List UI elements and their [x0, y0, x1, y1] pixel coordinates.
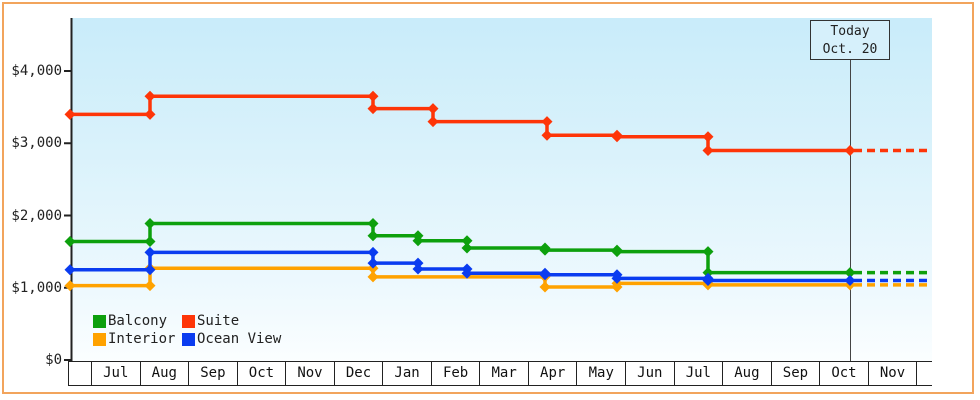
series-marker-ocean-view — [144, 264, 156, 276]
legend-swatch-balcony — [93, 314, 106, 328]
legend-item-suite: Suite — [182, 313, 239, 329]
legend-label-ocean-view: Ocean View — [197, 331, 282, 347]
month-cell-apr-9: Apr — [527, 362, 577, 385]
series-marker-balcony — [702, 267, 714, 279]
today-marker-box: Today Oct. 20 — [810, 20, 890, 60]
month-cell-nov-4: Nov — [285, 362, 334, 385]
y-axis-label: $1,000 — [11, 279, 62, 296]
series-marker-ocean-view — [702, 275, 714, 287]
legend-item-ocean-view: Ocean View — [182, 331, 281, 347]
series-marker-ocean-view — [412, 257, 424, 269]
series-marker-ocean-view — [539, 269, 551, 281]
month-cell-mar-8: Mar — [479, 362, 528, 385]
month-cell-aug-1: Aug — [139, 362, 189, 385]
legend-swatch-ocean-view — [182, 332, 195, 346]
series-marker-suite — [144, 108, 156, 120]
series-marker-ocean-view — [844, 275, 856, 287]
series-marker-suite — [427, 116, 439, 128]
series-marker-balcony — [844, 267, 856, 279]
series-marker-balcony — [144, 236, 156, 248]
series-marker-interior — [144, 280, 156, 292]
y-axis-label: $4,000 — [11, 63, 62, 79]
series-marker-ocean-view — [461, 267, 473, 279]
series-marker-balcony — [144, 217, 156, 229]
legend-label-suite: Suite — [197, 313, 240, 329]
legend-item-interior: Interior — [93, 331, 175, 347]
month-cell-oct-3: Oct — [236, 362, 286, 385]
series-marker-balcony — [412, 235, 424, 247]
series-marker-balcony — [367, 230, 379, 242]
series-marker-balcony — [367, 217, 379, 229]
series-marker-balcony — [64, 236, 76, 248]
today-label: Today — [830, 24, 870, 39]
legend-label-balcony: Balcony — [108, 313, 168, 329]
month-cell-oct-15: Oct — [819, 362, 868, 385]
month-cell-nov-16: Nov — [867, 362, 917, 385]
legend-swatch-interior — [93, 332, 106, 346]
series-marker-suite — [702, 144, 714, 156]
month-cell-may-10: May — [576, 362, 625, 385]
series-marker-suite — [541, 129, 553, 141]
series-marker-balcony — [702, 246, 714, 258]
x-axis-right-stub — [916, 362, 932, 385]
y-axis-label: $3,000 — [11, 135, 62, 152]
series-marker-ocean-view — [367, 257, 379, 269]
month-cell-jul-0: Jul — [91, 362, 140, 385]
today-date: Oct. 20 — [822, 42, 878, 57]
series-marker-suite — [367, 103, 379, 115]
series-marker-ocean-view — [611, 272, 623, 284]
series-marker-suite — [144, 90, 156, 102]
series-marker-ocean-view — [144, 246, 156, 258]
series-marker-suite — [702, 131, 714, 143]
series-marker-balcony — [611, 246, 623, 258]
series-marker-ocean-view — [412, 263, 424, 275]
month-cell-dec-5: Dec — [333, 362, 383, 385]
month-cell-sep-14: Sep — [770, 362, 820, 385]
month-cell-jun-11: Jun — [625, 362, 674, 385]
legend-swatch-suite — [182, 314, 195, 328]
month-cell-aug-13: Aug — [722, 362, 771, 385]
month-cell-jan-6: Jan — [382, 362, 431, 385]
series-marker-interior — [64, 280, 76, 292]
series-marker-balcony — [461, 242, 473, 254]
series-marker-ocean-view — [367, 246, 379, 258]
month-cell-jul-12: Jul — [673, 362, 723, 385]
legend-label-interior: Interior — [108, 331, 176, 347]
y-axis-label: $0 — [45, 352, 62, 368]
series-marker-interior — [367, 271, 379, 283]
series-marker-balcony — [539, 244, 551, 256]
series-line-suite — [70, 94, 850, 153]
series-marker-ocean-view — [64, 264, 76, 276]
series-marker-suite — [427, 103, 439, 115]
legend-item-balcony: Balcony — [93, 313, 167, 329]
series-marker-suite — [367, 90, 379, 102]
series-marker-suite — [64, 108, 76, 120]
month-cell-sep-2: Sep — [188, 362, 237, 385]
x-axis-left-stub — [69, 362, 91, 385]
series-marker-interior — [539, 281, 551, 293]
plot-area — [72, 18, 932, 361]
series-marker-balcony — [461, 235, 473, 247]
month-cell-feb-7: Feb — [430, 362, 480, 385]
x-axis-month-strip: Jul Aug Sep Oct Nov Dec Jan Feb Mar Apr May Jun Jul A… — [68, 361, 932, 386]
series-marker-suite — [844, 144, 856, 156]
series-marker-suite — [611, 131, 623, 143]
series-marker-suite — [541, 116, 553, 128]
y-axis-label: $2,000 — [11, 207, 62, 224]
series-line-balcony — [70, 221, 850, 275]
